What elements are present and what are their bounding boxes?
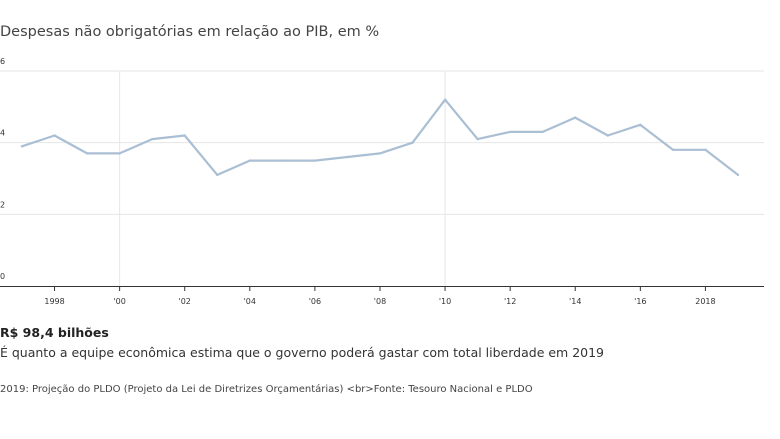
x-tick-label: '00	[113, 297, 125, 306]
series	[20, 98, 740, 177]
data-point	[346, 155, 349, 159]
data-point	[216, 173, 219, 177]
y-axis: 0 2 4 6	[0, 57, 5, 281]
x-tick-label: '16	[634, 297, 646, 306]
x-tick-label: '10	[439, 297, 451, 306]
highlight-value: R$ 98,4 bilhões	[0, 325, 109, 340]
grid	[0, 70, 764, 287]
x-tick-label: '02	[179, 297, 191, 306]
data-point	[736, 173, 740, 177]
series-line	[20, 98, 740, 176]
x-axis: 1998 '00 '02 '04 '06 '08 '10 '12 '14 '16 2018	[44, 286, 716, 306]
data-point	[443, 98, 447, 101]
x-tick-label: 1998	[44, 297, 64, 306]
data-point	[85, 152, 89, 155]
data-point	[118, 152, 121, 155]
data-point	[378, 152, 382, 155]
data-point	[704, 148, 707, 151]
line-chart: 0 2 4 6 1998 '00 '02 '04 '06 '08 '10 '12 '14 '16 2018	[0, 57, 764, 306]
source-note: 2019: Projeção do PLDO (Projeto da Lei d…	[0, 384, 533, 395]
x-tick-label: '04	[244, 297, 256, 306]
data-point	[574, 116, 577, 119]
y-tick-label: 4	[0, 129, 5, 138]
data-point	[606, 134, 609, 137]
description: É quanto a equipe econômica estima que o…	[0, 345, 605, 360]
data-point	[20, 145, 24, 148]
data-point	[281, 159, 284, 162]
y-tick-label: 6	[0, 57, 5, 66]
data-point	[313, 159, 317, 162]
y-tick-label: 2	[0, 200, 5, 209]
data-point	[151, 137, 154, 141]
data-point	[639, 123, 642, 127]
x-tick-label: '14	[569, 297, 581, 306]
x-tick-label: '08	[374, 297, 386, 306]
data-point	[476, 137, 479, 141]
chart-title: Despesas não obrigatórias em relação ao …	[0, 24, 380, 40]
x-tick-label: '06	[309, 297, 321, 306]
y-tick-label: 0	[0, 272, 5, 281]
data-point	[53, 134, 56, 137]
data-point	[541, 130, 544, 134]
data-point	[671, 148, 675, 151]
data-point	[411, 141, 414, 144]
data-point	[509, 130, 512, 134]
x-tick-label: '12	[504, 297, 516, 306]
data-point	[183, 134, 186, 137]
data-point	[248, 159, 251, 162]
x-tick-label: 2018	[695, 297, 715, 306]
